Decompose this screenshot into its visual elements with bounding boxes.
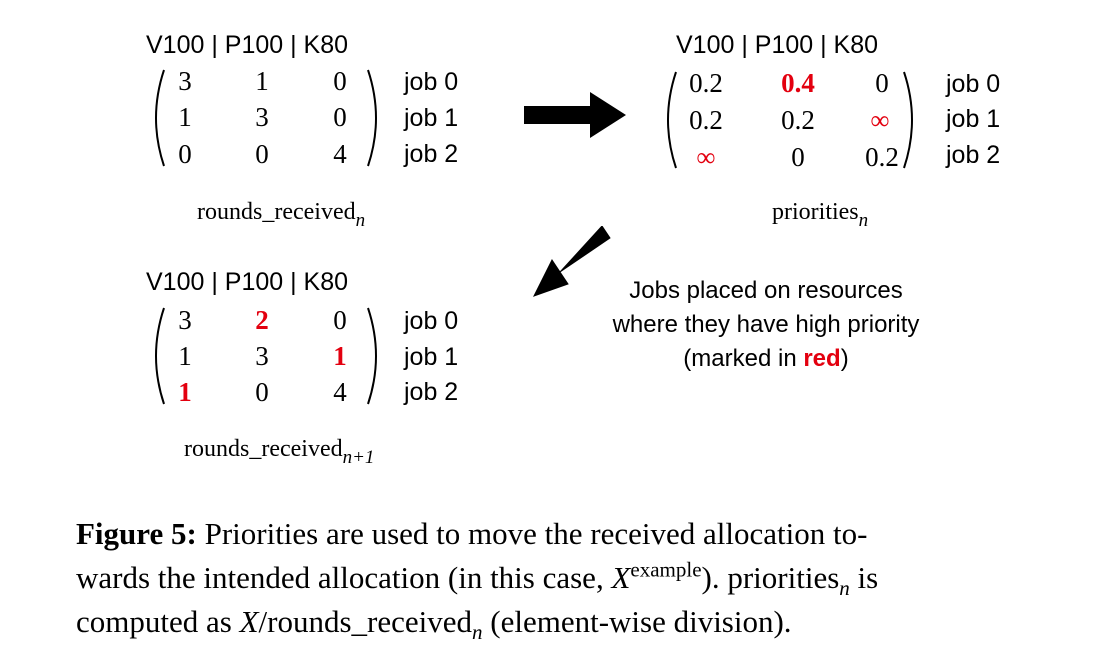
matrix-label: prioritiesn bbox=[772, 199, 868, 230]
matrix-cell: 0.2 bbox=[689, 105, 723, 135]
matrix-cell: 0.2 bbox=[689, 68, 723, 98]
matrix-cell: 3 bbox=[255, 341, 269, 371]
matrix-label-sub: n bbox=[355, 210, 366, 231]
job-label: job 1 bbox=[404, 104, 459, 132]
caption-line: computed as X/rounds_receivedn (element-… bbox=[76, 600, 1076, 644]
matrix-label-main: priorities bbox=[772, 199, 859, 225]
matrix-label: rounds_receivedn bbox=[197, 199, 365, 230]
right-paren bbox=[367, 307, 377, 405]
matrix-label-main: rounds_received bbox=[184, 436, 343, 462]
job-label: job 0 bbox=[404, 68, 459, 96]
caption-math-x: X bbox=[239, 604, 259, 639]
caption-line: Figure 5: Priorities are used to move th… bbox=[76, 512, 1076, 556]
matrix-cell: 0 bbox=[333, 305, 347, 335]
note-line: Jobs placed on resources bbox=[629, 277, 903, 304]
note-highlight: red bbox=[803, 345, 841, 372]
matrix-label-main: rounds_received bbox=[197, 199, 356, 225]
matrix-cell-infinity: ∞ bbox=[870, 105, 890, 135]
caption-line: wards the intended allocation (in this c… bbox=[76, 556, 1076, 600]
caption-subscript: n bbox=[839, 576, 850, 601]
left-paren bbox=[155, 307, 165, 405]
job-label: job 2 bbox=[404, 378, 459, 406]
gpu-header: V100 | P100 | K80 bbox=[676, 31, 879, 59]
matrix-label-sub: n+1 bbox=[342, 447, 375, 468]
note-line: (marked in red) bbox=[546, 342, 986, 376]
matrix-cell: 0 bbox=[333, 66, 347, 96]
matrix-cell: 0.2 bbox=[781, 105, 815, 135]
matrix-cell: 3 bbox=[178, 66, 192, 96]
matrix-cell: 0 bbox=[791, 142, 805, 172]
matrix-cell: 4 bbox=[333, 139, 347, 169]
job-label: job 0 bbox=[404, 307, 459, 335]
matrix-cell-infinity: ∞ bbox=[696, 142, 716, 172]
gpu-header: V100 | P100 | K80 bbox=[146, 268, 349, 296]
figure-caption: Figure 5: Priorities are used to move th… bbox=[76, 512, 1076, 644]
job-label: job 1 bbox=[946, 105, 1001, 133]
note-text: ) bbox=[840, 345, 849, 372]
caption-text: (element-wise division). bbox=[482, 604, 792, 639]
left-paren bbox=[667, 71, 677, 169]
caption-text: Priorities are used to move the received… bbox=[196, 516, 868, 551]
figure-label: Figure 5: bbox=[76, 516, 197, 551]
right-paren bbox=[903, 71, 913, 169]
note-line: where they have high priority bbox=[612, 311, 920, 338]
caption-math-x: X bbox=[611, 560, 631, 595]
arrow-right-icon bbox=[524, 92, 626, 138]
caption-text: /rounds_received bbox=[258, 604, 472, 639]
matrix-cell: 0 bbox=[255, 139, 269, 169]
matrix-cell: 1 bbox=[178, 102, 192, 132]
matrix-cell-highlight: 2 bbox=[255, 305, 269, 335]
annotation-note: Jobs placed on resources where they have… bbox=[546, 274, 986, 376]
matrix-cell: 3 bbox=[178, 305, 192, 335]
job-label: job 1 bbox=[404, 343, 459, 371]
matrix-cell: 0 bbox=[333, 102, 347, 132]
caption-text: wards the intended allocation (in this c… bbox=[76, 560, 612, 595]
matrix-cell-highlight: 0.4 bbox=[781, 68, 815, 98]
matrix-cell: 0 bbox=[875, 68, 889, 98]
job-label: job 0 bbox=[946, 70, 1001, 98]
caption-superscript: example bbox=[630, 557, 702, 582]
arrow-down-left-icon bbox=[532, 226, 611, 297]
job-label: job 2 bbox=[946, 141, 1001, 169]
caption-text: is bbox=[849, 560, 879, 595]
gpu-header: V100 | P100 | K80 bbox=[146, 31, 349, 59]
matrix-cell: 0 bbox=[178, 139, 192, 169]
matrix-cell: 1 bbox=[255, 66, 269, 96]
matrix-cell: 0 bbox=[255, 377, 269, 407]
caption-text: computed as bbox=[76, 604, 240, 639]
left-paren bbox=[155, 69, 165, 167]
matrix-cell: 1 bbox=[178, 341, 192, 371]
matrix-cell: 4 bbox=[333, 377, 347, 407]
matrix-cell: 3 bbox=[255, 102, 269, 132]
matrix-label: rounds_receivedn+1 bbox=[184, 436, 374, 467]
note-text: (marked in bbox=[683, 345, 804, 372]
matrix-cell: 0.2 bbox=[865, 142, 899, 172]
matrix-cell-highlight: 1 bbox=[178, 377, 192, 407]
matrix-cell-highlight: 1 bbox=[333, 341, 347, 371]
right-paren bbox=[367, 69, 377, 167]
caption-text: ). priorities bbox=[701, 560, 840, 595]
job-label: job 2 bbox=[404, 140, 459, 168]
caption-subscript: n bbox=[472, 620, 483, 645]
matrix-label-sub: n bbox=[858, 210, 869, 231]
